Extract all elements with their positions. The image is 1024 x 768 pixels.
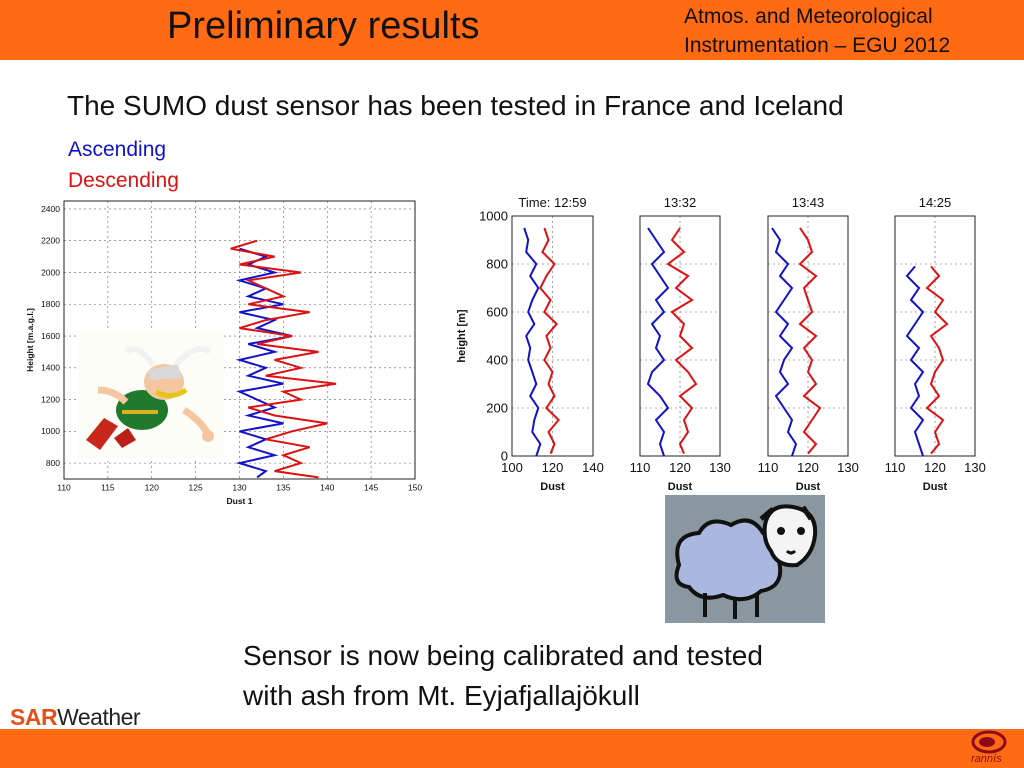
chart-profile-1259: 100 120 140 0 200 400 600 800 1000 Time: 12:59 Dus… — [456, 195, 604, 493]
conference-label: Atmos. and Meteorological Instrumentatio… — [684, 2, 950, 60]
x-tick-label: 120 — [145, 483, 159, 493]
x-tick-label: 125 — [189, 483, 203, 493]
series-line-descending — [539, 227, 560, 454]
y-tick-label: 200 — [486, 400, 508, 415]
series-line-ascending — [771, 227, 798, 457]
x-tick-label: 120 — [669, 460, 691, 475]
series-line-descending — [925, 265, 949, 455]
logo-sar: SAR — [10, 704, 58, 730]
x-axis-label: Dust 1 — [227, 496, 253, 506]
y-tick-label: 1000 — [479, 208, 508, 223]
chart-title: 13:32 — [664, 195, 697, 210]
x-tick-label: 130 — [709, 460, 731, 475]
plot-frame — [639, 215, 721, 457]
x-tick-label: 130 — [837, 460, 859, 475]
y-tick-label: 0 — [501, 448, 508, 463]
chart-profile-1332: 110 120 130 13:32 Dust — [630, 195, 731, 493]
y-tick-label: 1800 — [41, 299, 60, 309]
x-tick-label: 100 — [501, 460, 523, 475]
x-axis-label: Dust — [540, 481, 565, 493]
series-line-descending — [230, 239, 337, 479]
x-tick-label: 120 — [924, 460, 946, 475]
chart-title: 13:43 — [792, 195, 825, 210]
plot-frame — [511, 215, 594, 457]
sarweather-logo: SARWeather — [10, 704, 141, 731]
series-line-ascending — [646, 227, 670, 457]
footer-bar — [0, 729, 1024, 768]
conference-line-1: Atmos. and Meteorological — [684, 5, 933, 28]
calibration-note: Sensor is now being calibrated and teste… — [243, 636, 763, 716]
y-tick-label: 2200 — [41, 236, 60, 246]
rannis-logo-icon — [971, 730, 1007, 754]
plot-frame — [894, 215, 976, 457]
y-tick-label: 1600 — [41, 331, 60, 341]
y-tick-label: 800 — [486, 256, 508, 271]
x-tick-label: 120 — [797, 460, 819, 475]
conference-line-2: Instrumentation – EGU 2012 — [684, 34, 951, 57]
x-tick-label: 120 — [542, 460, 564, 475]
x-tick-label: 150 — [408, 483, 422, 493]
chart-title: Time: 12:59 — [518, 195, 586, 210]
x-axis-label: Dust — [668, 481, 693, 493]
y-axis-label: Height [m.a.g.l.] — [25, 308, 35, 372]
plot-frame — [63, 200, 416, 480]
y-tick-label: 1400 — [41, 363, 60, 373]
legend-descending: Descending — [68, 169, 179, 192]
x-tick-label: 145 — [364, 483, 378, 493]
note-line-1: Sensor is now being calibrated and teste… — [243, 640, 763, 671]
series-line-ascending — [905, 265, 925, 457]
x-tick-label: 110 — [57, 483, 71, 493]
x-tick-label: 130 — [232, 483, 246, 493]
x-axis-label: Dust — [796, 481, 821, 493]
y-tick-label: 2400 — [41, 204, 60, 214]
chart-profile-1343: 110 120 130 13:43 Dust — [758, 195, 859, 493]
chart-dust-height-profile: 110 115 120 125 130 135 140 145 150 800 1000 1200 14… — [25, 200, 422, 506]
legend-ascending: Ascending — [68, 138, 167, 161]
y-tick-label: 1000 — [41, 426, 60, 436]
y-axis-label: height [m] — [456, 309, 468, 362]
x-tick-label: 140 — [320, 483, 334, 493]
y-tick-label: 600 — [486, 304, 508, 319]
note-line-2: with ash from Mt. Eyjafjallajökull — [243, 680, 640, 711]
y-tick-label: 1200 — [41, 394, 60, 404]
rannis-logo-text: rannís — [971, 753, 1002, 765]
x-tick-label: 130 — [964, 460, 986, 475]
chart-profile-1425: 110 120 130 14:25 Dust — [885, 195, 986, 493]
x-tick-label: 135 — [276, 483, 290, 493]
chart-title: 14:25 — [919, 195, 952, 210]
x-tick-label: 140 — [582, 460, 604, 475]
logo-weather: Weather — [57, 704, 141, 730]
asterix-cartoon-image — [78, 330, 224, 458]
x-axis-label: Dust — [923, 481, 948, 493]
intro-text: The SUMO dust sensor has been tested in … — [67, 90, 844, 121]
series-line-ascending — [523, 227, 542, 457]
y-tick-label: 800 — [46, 458, 60, 468]
y-tick-label: 400 — [486, 352, 508, 367]
x-tick-label: 110 — [758, 460, 779, 475]
y-tick-label: 2000 — [41, 267, 60, 277]
x-tick-label: 110 — [630, 460, 651, 475]
sheep-drawing-photo — [665, 495, 825, 623]
slide-title: Preliminary results — [167, 5, 480, 47]
header-bar — [0, 0, 1024, 60]
series-line-descending — [798, 227, 822, 455]
series-line-descending — [666, 227, 698, 454]
x-tick-label: 115 — [101, 483, 115, 493]
x-tick-label: 110 — [885, 460, 906, 475]
plot-frame — [767, 215, 849, 457]
